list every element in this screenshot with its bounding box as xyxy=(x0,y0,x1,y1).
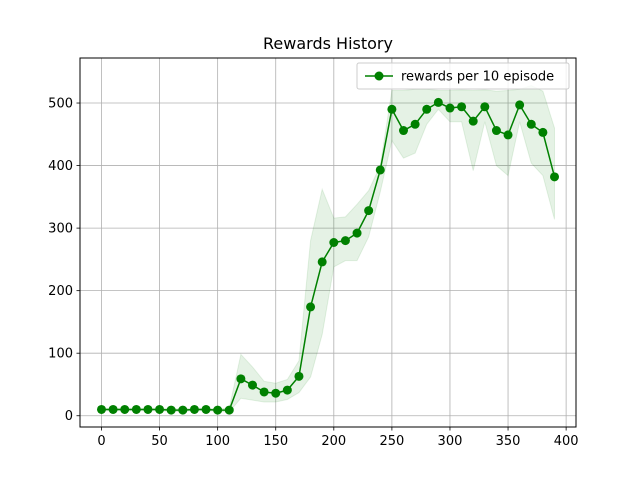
x-tick-label: 0 xyxy=(97,434,105,449)
data-point xyxy=(515,100,525,110)
series-line xyxy=(101,101,556,411)
x-tick-label: 150 xyxy=(263,434,288,449)
data-point xyxy=(352,228,362,238)
x-tick-label: 350 xyxy=(496,434,521,449)
data-point xyxy=(445,103,455,113)
y-tick-label: 500 xyxy=(48,97,73,112)
data-point xyxy=(120,404,130,414)
data-point xyxy=(468,116,478,126)
data-point xyxy=(155,404,165,414)
data-point xyxy=(131,404,141,414)
data-point xyxy=(329,238,339,247)
data-point xyxy=(364,206,374,216)
data-point xyxy=(247,380,257,390)
data-point xyxy=(538,127,548,137)
data-point xyxy=(491,126,501,136)
data-point xyxy=(96,404,106,414)
data-point xyxy=(480,102,490,112)
data-point xyxy=(433,97,443,107)
x-tick-label: 200 xyxy=(321,434,346,449)
legend: rewards per 10 episode xyxy=(356,62,570,90)
confidence-band xyxy=(100,84,556,413)
x-tick-label: 100 xyxy=(205,434,230,449)
y-tick-label: 200 xyxy=(48,284,73,299)
data-point xyxy=(224,405,234,415)
data-point xyxy=(399,126,409,136)
data-point xyxy=(108,404,118,414)
x-tick-label: 300 xyxy=(438,434,463,449)
data-point xyxy=(259,387,269,397)
data-point xyxy=(189,404,199,414)
axis-ticks: 0 50 100 150 200 250 300 350 400 0 100 200 300 400 500 xyxy=(48,97,578,449)
data-point xyxy=(317,257,327,267)
x-tick-label: 400 xyxy=(554,434,579,449)
legend-label: rewards per 10 episode xyxy=(401,70,554,85)
data-point xyxy=(282,385,292,395)
confidence-band-layer xyxy=(100,84,556,413)
data-point xyxy=(375,165,385,175)
data-point xyxy=(387,104,397,114)
legend-box xyxy=(356,62,570,90)
data-point xyxy=(271,388,281,398)
data-point xyxy=(550,172,560,182)
chart-title: Rewards History xyxy=(263,34,393,53)
data-point xyxy=(410,119,420,129)
series-points-layer xyxy=(96,97,560,415)
legend-marker-swatch xyxy=(374,71,384,81)
data-point xyxy=(306,302,316,312)
data-point xyxy=(294,371,304,381)
data-point xyxy=(178,405,188,415)
data-point xyxy=(213,405,223,415)
series-line-layer xyxy=(101,101,556,411)
data-point xyxy=(201,404,211,414)
data-point xyxy=(526,119,536,129)
y-tick-label: 100 xyxy=(48,347,73,362)
y-tick-label: 400 xyxy=(48,159,73,174)
data-point xyxy=(503,130,513,140)
x-tick-label: 250 xyxy=(379,434,404,449)
axes-frame xyxy=(79,57,577,428)
x-tick-label: 50 xyxy=(151,434,168,449)
data-point xyxy=(457,102,467,112)
data-point xyxy=(340,236,350,246)
data-point xyxy=(236,374,246,384)
data-point xyxy=(143,404,153,414)
y-tick-label: 0 xyxy=(65,409,73,424)
data-point xyxy=(422,104,432,114)
data-point xyxy=(166,405,176,415)
grid xyxy=(80,58,576,427)
y-tick-label: 300 xyxy=(48,222,73,237)
